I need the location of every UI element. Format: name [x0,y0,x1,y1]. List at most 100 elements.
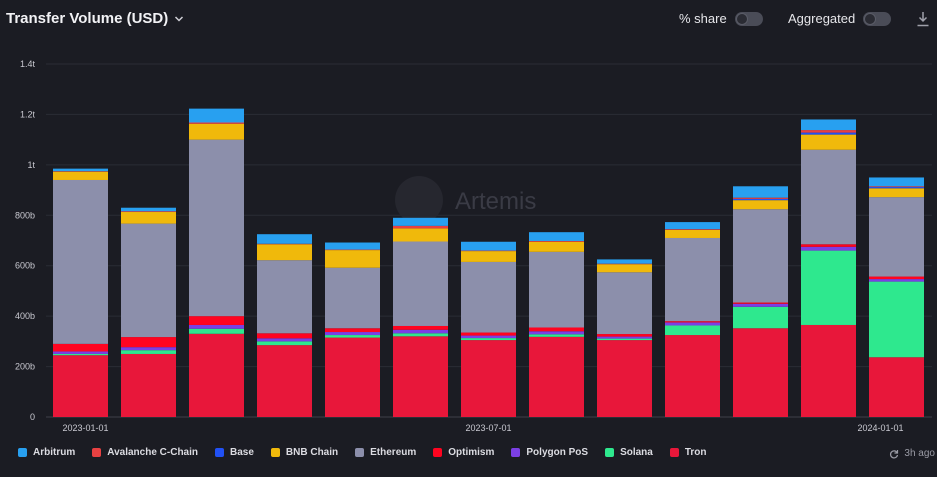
bar-segment-solana[interactable] [733,306,788,329]
bar-segment-ethereum[interactable] [121,223,176,338]
bar-segment-optimism[interactable] [665,321,720,323]
bar-segment-solana[interactable] [869,281,924,358]
bar-segment-tron[interactable] [665,335,720,417]
bar-segment-ethereum[interactable] [801,149,856,245]
bar-stack[interactable] [325,242,380,417]
legend-item-tron[interactable]: Tron [669,447,707,458]
bar-segment-arbitrum[interactable] [189,108,244,123]
bar-segment-ethereum[interactable] [461,261,516,333]
legend-item-polygon-pos[interactable]: Polygon PoS [511,447,588,458]
bar-segment-tron[interactable] [529,336,584,417]
bar-stack[interactable] [869,177,924,417]
bar-segment-tron[interactable] [801,324,856,417]
bar-segment-polygon-pos[interactable] [189,324,244,329]
bar-segment-optimism[interactable] [257,333,312,339]
bar-segment-solana[interactable] [189,328,244,334]
download-icon[interactable] [916,11,930,27]
title-dropdown[interactable]: Transfer Volume (USD) [6,10,184,27]
bar-segment-arbitrum[interactable] [393,217,448,226]
bar-segment-solana[interactable] [53,353,108,356]
bar-segment-optimism[interactable] [733,302,788,304]
bar-segment-optimism[interactable] [325,328,380,333]
bar-segment-ethereum[interactable] [733,209,788,303]
bar-segment-arbitrum[interactable] [461,241,516,251]
bar-segment-optimism[interactable] [393,325,448,330]
bar-segment-optimism[interactable] [121,337,176,348]
bar-segment-arbitrum[interactable] [257,234,312,244]
bar-segment-optimism[interactable] [529,327,584,332]
bar-segment-arbitrum[interactable] [869,177,924,187]
bar-segment-avalanche-c-chain[interactable] [597,263,652,265]
bar-segment-bnb-chain[interactable] [665,229,720,238]
bar-segment-bnb-chain[interactable] [393,228,448,242]
bar-segment-ethereum[interactable] [869,197,924,277]
bar-segment-arbitrum[interactable] [597,259,652,264]
bar-stack[interactable] [801,119,856,417]
bar-segment-avalanche-c-chain[interactable] [325,249,380,251]
bar-segment-bnb-chain[interactable] [189,123,244,140]
bar-segment-polygon-pos[interactable] [393,329,448,334]
bar-segment-polygon-pos[interactable] [257,338,312,342]
legend-item-optimism[interactable]: Optimism [433,447,494,458]
legend-item-ethereum[interactable]: Ethereum [355,447,416,458]
bar-segment-ethereum[interactable] [665,237,720,322]
bar-stack[interactable] [529,232,584,417]
bar-segment-avalanche-c-chain[interactable] [461,250,516,252]
bar-segment-tron[interactable] [733,328,788,417]
legend-item-arbitrum[interactable]: Arbitrum [18,447,75,458]
bar-segment-avalanche-c-chain[interactable] [53,171,108,172]
bar-segment-tron[interactable] [189,333,244,417]
bar-segment-arbitrum[interactable] [53,168,108,172]
bar-segment-bnb-chain[interactable] [801,134,856,150]
bar-segment-arbitrum[interactable] [665,222,720,230]
bar-segment-polygon-pos[interactable] [529,331,584,335]
bar-segment-tron[interactable] [121,353,176,417]
bar-stack[interactable] [53,168,108,417]
bar-segment-solana[interactable] [257,341,312,346]
bar-segment-tron[interactable] [257,345,312,417]
bar-segment-optimism[interactable] [597,334,652,337]
bar-segment-tron[interactable] [393,336,448,417]
bar-segment-optimism[interactable] [461,332,516,336]
bar-segment-avalanche-c-chain[interactable] [121,211,176,213]
bar-segment-optimism[interactable] [869,276,924,280]
bar-segment-avalanche-c-chain[interactable] [393,225,448,229]
bar-segment-ethereum[interactable] [257,260,312,334]
bar-stack[interactable] [665,222,720,417]
bar-segment-polygon-pos[interactable] [325,332,380,336]
bar-segment-arbitrum[interactable] [801,119,856,131]
bar-segment-bnb-chain[interactable] [461,251,516,262]
bar-segment-polygon-pos[interactable] [733,303,788,307]
bar-stack[interactable] [597,259,652,417]
bar-segment-bnb-chain[interactable] [529,241,584,252]
bar-segment-arbitrum[interactable] [121,207,176,212]
bar-segment-polygon-pos[interactable] [801,246,856,251]
bar-segment-avalanche-c-chain[interactable] [665,229,720,230]
legend-item-solana[interactable]: Solana [605,447,653,458]
bar-segment-optimism[interactable] [801,244,856,247]
bar-stack[interactable] [121,207,176,417]
bar-segment-polygon-pos[interactable] [461,335,516,339]
bar-segment-bnb-chain[interactable] [869,188,924,198]
bar-segment-ethereum[interactable] [53,179,108,344]
bar-segment-solana[interactable] [325,335,380,338]
aggregated-toggle[interactable] [863,11,892,26]
bar-segment-bnb-chain[interactable] [53,171,108,180]
refresh-icon[interactable] [889,449,899,459]
bar-segment-avalanche-c-chain[interactable] [733,197,788,199]
bar-segment-polygon-pos[interactable] [665,322,720,326]
bar-segment-solana[interactable] [665,325,720,336]
bar-segment-bnb-chain[interactable] [121,212,176,224]
bar-stack[interactable] [461,241,516,417]
bar-segment-solana[interactable] [801,250,856,325]
bar-segment-optimism[interactable] [53,343,108,352]
bar-segment-solana[interactable] [597,338,652,341]
bar-segment-avalanche-c-chain[interactable] [189,122,244,124]
bar-segment-solana[interactable] [121,350,176,354]
bar-segment-tron[interactable] [461,340,516,417]
bar-segment-optimism[interactable] [189,316,244,325]
bar-stack[interactable] [733,186,788,417]
bar-segment-bnb-chain[interactable] [257,244,312,261]
legend-item-bnb-chain[interactable]: BNB Chain [270,447,338,458]
bar-segment-solana[interactable] [529,334,584,337]
